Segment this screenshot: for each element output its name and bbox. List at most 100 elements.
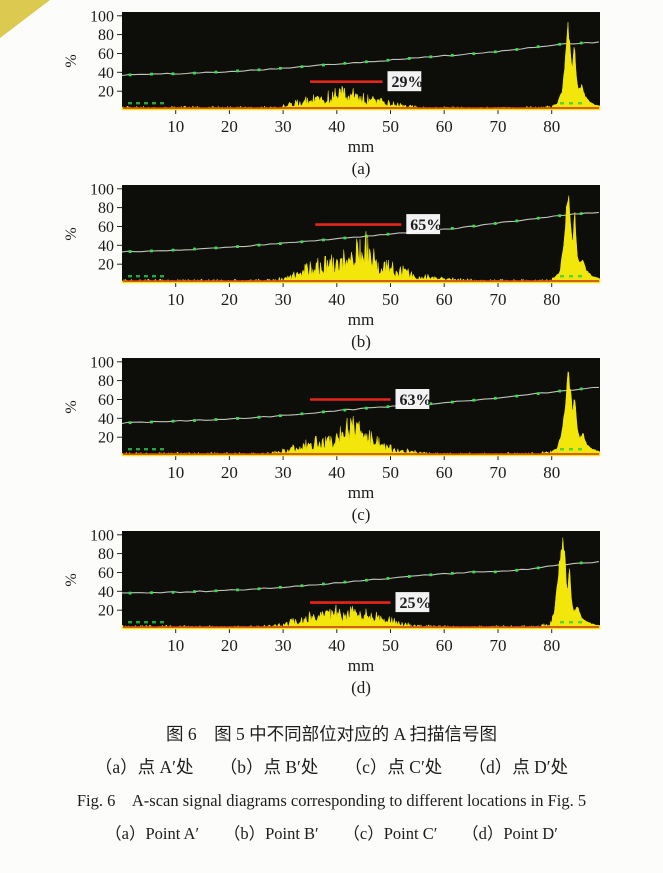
dac-dot [536,216,540,220]
dac-dot [171,419,175,423]
x-tick-label: 80 [543,636,560,655]
dac-dot [493,222,497,225]
dac-dot [257,243,261,247]
x-tick-label: 20 [221,636,238,655]
dac-dot [365,406,368,410]
panel-label: (c) [352,505,371,524]
dac-dot [171,248,175,252]
dac-curve [121,41,599,77]
caption-en-subitems: （a）Point A′ （b）Point B′ （c）Point C′ （d）P… [105,824,558,843]
dac-dot [493,570,497,574]
dac-dot [579,561,583,565]
dac-dot [515,568,519,572]
amplitude-marker-label: 63% [400,392,432,409]
amplitude-marker-label: 29% [392,74,424,91]
amplitude-marker-label-bg [387,71,422,92]
dac-dot [150,420,153,424]
dac-dot [128,591,132,595]
screen-glyph [136,448,140,451]
dac-dot [493,396,497,400]
figure-6: 20 40 60 80 100% 10 20 30 40 50 60 70 80 mm (a) 29% 20 40… [63,8,601,843]
dac-dot [300,584,304,588]
ascan-chart-a: 20 40 60 80 100% 10 20 30 40 50 60 70 80 mm (a) 29% [63,8,601,178]
y-tick-label: 80 [98,200,114,217]
y-tick-label: 80 [98,373,114,390]
amplitude-marker-label-bg [395,389,430,409]
screen-glyph [160,275,164,278]
screen-glyph [128,102,132,105]
screen-glyph [152,621,156,624]
dac-dot [193,71,196,75]
x-axis: 10 20 30 40 50 60 70 80 mm [167,283,560,329]
dac-dot [193,590,196,593]
dac-dot [365,578,368,582]
dac-dot [365,60,368,64]
dac-dot [579,41,583,45]
x-tick-label: 20 [221,117,238,136]
screen-glyph [560,621,564,624]
x-tick-label: 50 [382,463,399,482]
dac-dot [536,392,540,395]
y-tick-label: 20 [98,430,114,447]
caption-cn-title: 图 6 图 5 中不同部位对应的 A 扫描信号图 [165,724,498,744]
dac-curve [122,561,599,594]
dac-dot [493,50,497,54]
dac-dot [300,412,304,416]
y-tick-label: 80 [98,27,114,44]
x-tick-label: 60 [436,290,453,309]
dac-dot [150,249,153,253]
dac-dot [450,53,454,57]
y-tick-label: 60 [98,565,114,582]
y-axis: 20 40 60 80 100% [63,354,122,447]
x-tick-label: 50 [382,117,399,136]
x-tick-label: 30 [275,290,292,309]
dac-dot [214,246,218,250]
ascan-chart-b: 20 40 60 80 100% 10 20 30 40 50 60 70 80 mm (b) 65% [63,181,601,351]
dac-dot [214,418,218,421]
y-tick-label: 20 [98,257,114,274]
signal-waveform [121,195,601,284]
dac-dot [322,63,325,67]
y-tick-label: 40 [98,411,114,428]
x-tick-label: 80 [543,290,560,309]
y-tick-label: 100 [90,354,114,371]
screen-glyph [569,621,573,624]
screen-glyph [160,102,164,105]
dac-dot [300,65,304,69]
dac-dot [128,250,132,253]
x-tick-label: 70 [490,636,507,655]
y-axis-title: % [63,573,80,586]
screen-glyph [152,275,156,278]
screen-glyph [160,448,164,451]
x-tick-label: 20 [221,290,238,309]
screen-glyph [560,448,564,451]
y-axis: 20 40 60 80 100% [63,181,122,274]
dac-dot [386,232,390,236]
y-tick-label: 20 [98,84,114,101]
ascan-chart-c: 20 40 60 80 100% 10 20 30 40 50 60 70 80 mm (c) 63% [63,354,601,524]
screen-glyph [136,621,140,624]
x-tick-label: 70 [490,290,507,309]
dac-dot [214,70,218,74]
dac-dot [279,66,282,70]
y-tick-label: 60 [98,392,114,409]
dac-dot [386,58,390,62]
y-axis-title: % [63,54,80,67]
x-axis-title: mm [348,483,374,502]
dac-dot [429,402,433,406]
dac-dot [407,575,411,578]
dac-curve [121,386,599,425]
x-tick-label: 10 [167,117,184,136]
x-tick-label: 40 [328,290,345,309]
x-axis: 10 20 30 40 50 60 70 80 mm [167,456,560,502]
dac-dot [386,405,390,409]
x-axis-title: mm [348,656,374,675]
screen-glyph [578,102,582,105]
dac-dot [279,414,282,418]
dac-dot [214,589,218,593]
dac-dot [365,234,368,238]
panel-label: (d) [351,678,371,697]
x-tick-label: 30 [275,117,292,136]
x-tick-label: 70 [490,463,507,482]
dac-dot [386,577,390,580]
